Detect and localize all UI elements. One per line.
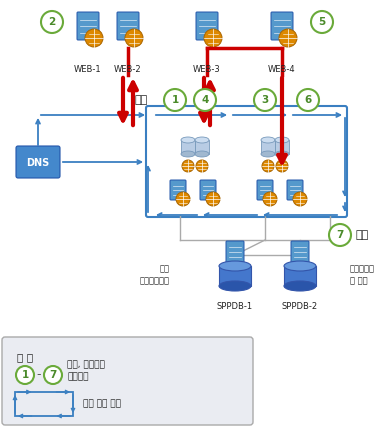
Text: 종료: 종료 xyxy=(355,230,368,240)
Circle shape xyxy=(44,366,62,384)
Circle shape xyxy=(125,29,143,47)
Circle shape xyxy=(16,366,34,384)
Circle shape xyxy=(329,224,351,246)
Circle shape xyxy=(293,192,307,206)
FancyBboxPatch shape xyxy=(257,180,273,200)
Circle shape xyxy=(311,11,333,33)
Circle shape xyxy=(279,29,297,47)
Text: 단계, 업데이트
프로세스: 단계, 업데이트 프로세스 xyxy=(67,360,105,382)
Text: 3: 3 xyxy=(261,95,269,105)
Text: WEB-3: WEB-3 xyxy=(193,65,221,74)
Ellipse shape xyxy=(275,151,289,157)
Text: 부하 분산 순환: 부하 분산 순환 xyxy=(83,399,121,408)
Text: 범 례: 범 례 xyxy=(17,352,33,362)
FancyBboxPatch shape xyxy=(2,337,253,425)
Circle shape xyxy=(194,89,216,111)
Ellipse shape xyxy=(219,281,251,291)
Ellipse shape xyxy=(261,151,275,157)
Ellipse shape xyxy=(195,137,209,143)
Ellipse shape xyxy=(261,137,275,143)
Text: SPPDB-1: SPPDB-1 xyxy=(217,302,253,311)
Bar xyxy=(195,140,209,154)
Circle shape xyxy=(297,89,319,111)
Ellipse shape xyxy=(195,151,209,157)
FancyBboxPatch shape xyxy=(287,180,303,200)
Bar xyxy=(284,266,316,286)
Circle shape xyxy=(196,160,208,172)
Text: 1: 1 xyxy=(21,370,29,380)
FancyBboxPatch shape xyxy=(77,12,99,40)
Circle shape xyxy=(262,160,274,172)
Circle shape xyxy=(164,89,186,111)
Bar xyxy=(181,140,195,154)
FancyBboxPatch shape xyxy=(200,180,216,200)
FancyBboxPatch shape xyxy=(226,241,244,263)
Circle shape xyxy=(276,160,288,172)
Text: 기본
데이터베이스: 기본 데이터베이스 xyxy=(140,265,170,285)
FancyBboxPatch shape xyxy=(196,12,218,40)
Ellipse shape xyxy=(284,281,316,291)
FancyBboxPatch shape xyxy=(271,12,293,40)
Text: 4: 4 xyxy=(201,95,209,105)
Circle shape xyxy=(254,89,276,111)
Text: SPPDB-2: SPPDB-2 xyxy=(282,302,318,311)
Circle shape xyxy=(206,192,220,206)
Text: 데이터베이
스 미리: 데이터베이 스 미리 xyxy=(350,265,375,285)
FancyBboxPatch shape xyxy=(291,241,309,263)
Circle shape xyxy=(263,192,277,206)
FancyBboxPatch shape xyxy=(16,146,60,178)
Text: 7: 7 xyxy=(336,230,344,240)
Text: DNS: DNS xyxy=(26,158,50,168)
Text: WEB-1: WEB-1 xyxy=(74,65,102,74)
Ellipse shape xyxy=(181,137,195,143)
Text: WEB-4: WEB-4 xyxy=(268,65,296,74)
Circle shape xyxy=(85,29,103,47)
FancyBboxPatch shape xyxy=(170,180,186,200)
Ellipse shape xyxy=(219,261,251,271)
Ellipse shape xyxy=(284,261,316,271)
Text: 7: 7 xyxy=(49,370,57,380)
Text: 1: 1 xyxy=(171,95,179,105)
Text: 6: 6 xyxy=(304,95,312,105)
Bar xyxy=(219,266,251,286)
Bar xyxy=(275,140,289,154)
Text: WEB-2: WEB-2 xyxy=(114,65,142,74)
Circle shape xyxy=(182,160,194,172)
Bar xyxy=(261,140,275,154)
Text: 시작: 시작 xyxy=(135,95,148,105)
Circle shape xyxy=(176,192,190,206)
Text: 5: 5 xyxy=(319,17,325,27)
FancyBboxPatch shape xyxy=(117,12,139,40)
Circle shape xyxy=(41,11,63,33)
Text: -: - xyxy=(37,369,41,381)
Circle shape xyxy=(204,29,222,47)
Text: 2: 2 xyxy=(48,17,56,27)
Ellipse shape xyxy=(181,151,195,157)
Ellipse shape xyxy=(275,137,289,143)
